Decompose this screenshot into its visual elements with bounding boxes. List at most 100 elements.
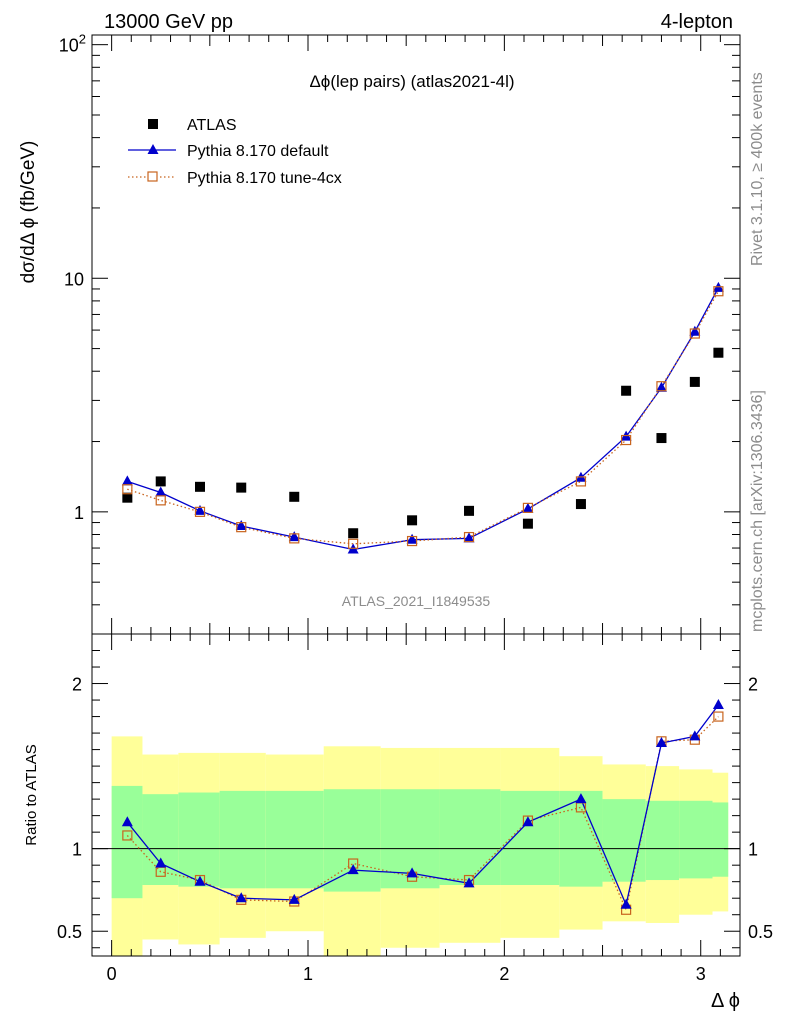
legend-label-atlas: ATLAS	[187, 117, 237, 134]
main-point-default	[235, 519, 247, 530]
ratio-series	[121, 699, 724, 915]
ratio-ytick-label-right: 0.5	[748, 922, 773, 942]
ratio-band-green	[219, 790, 266, 889]
ratio-ytick-label-right: 2	[748, 675, 758, 695]
ratio-point-default	[235, 892, 247, 903]
ratio-point-tune	[122, 830, 133, 841]
ratio-band-green	[265, 790, 324, 889]
ratio-xtick-label: 1	[303, 964, 313, 984]
ratio-point-default	[689, 730, 701, 741]
ratio-point-default	[712, 699, 724, 710]
ratio-point-default	[288, 893, 300, 904]
main-point-atlas	[348, 528, 359, 539]
ratio-frame	[91, 633, 741, 957]
main-series-line-1	[127, 287, 719, 551]
main-point-tune	[463, 531, 475, 543]
ratio-band-green	[602, 799, 646, 882]
ratio-xlabel: Δ ϕ	[711, 990, 740, 1012]
main-title: Δϕ(lep pairs) (atlas2021-4l)	[309, 72, 514, 91]
ratio-point-default	[522, 816, 534, 827]
main-point-tune	[522, 502, 534, 513]
main-ytick-label: 102	[59, 32, 86, 56]
ratio-ytick-label: 0.5	[57, 922, 82, 942]
ratio-xtick-label: 0	[107, 964, 117, 984]
main-point-tune	[155, 495, 166, 506]
ratio-bands	[111, 736, 729, 956]
main-point-atlas	[236, 482, 247, 493]
ratio-point-default	[194, 875, 206, 886]
ratio-xtick-label: 3	[696, 964, 706, 984]
main-point-default	[522, 502, 534, 513]
main-point-default	[155, 486, 167, 497]
rivet-version-label: Rivet 3.1.10, ≥ 400k events	[749, 72, 766, 266]
ratio-xtick-label: 2	[499, 964, 509, 984]
main-point-atlas	[713, 347, 724, 358]
ratio-point-default	[406, 867, 418, 878]
ratio-ytick-label-right: 1	[748, 840, 758, 860]
main-panel: 1 10 102 Δϕ(lep pairs) (atlas2021-4l) ATLA…	[18, 32, 741, 635]
ratio-band-green	[500, 790, 560, 885]
ratio-point-default	[155, 857, 167, 868]
main-point-default	[463, 532, 475, 543]
main-point-atlas	[656, 433, 667, 444]
main-point-atlas	[575, 499, 586, 510]
main-point-tune	[289, 533, 300, 544]
ratio-axis-ticks: 0.5 0.5 1 1 2 2 0 1 2 3	[57, 634, 773, 984]
legend-label-tune: Pythia 8.170 tune-4cx	[187, 170, 342, 187]
header-left: 13000 GeV pp	[104, 11, 233, 33]
main-point-atlas	[407, 515, 418, 526]
ratio-band-green	[679, 800, 713, 879]
main-series-line-2	[127, 290, 719, 545]
main-axis-ticks: 1 10 102	[59, 32, 740, 635]
main-ytick-label: 1	[74, 503, 84, 523]
main-point-tune	[621, 434, 632, 446]
legend: ATLAS Pythia 8.170 default Pythia 8.170 …	[128, 117, 342, 187]
ratio-panel: 0.5 0.5 1 1 2 2 0 1 2 3 Ratio to ATLAS Δ ϕ	[23, 633, 773, 1012]
ratio-point-default	[655, 736, 667, 747]
ratio-point-default	[463, 877, 475, 888]
ratio-ytick-label: 2	[72, 675, 82, 695]
ratio-ylabel: Ratio to ATLAS	[23, 744, 40, 845]
ratio-point-default	[347, 864, 359, 875]
main-point-atlas	[195, 481, 205, 492]
main-point-atlas	[464, 505, 475, 516]
main-point-atlas	[122, 492, 133, 503]
main-ylabel: dσ/dΔ ϕ (fb/GeV)	[18, 141, 39, 284]
ratio-point-default	[575, 793, 587, 804]
ratio-band-green	[439, 789, 501, 885]
main-point-tune	[575, 476, 587, 487]
main-point-tune	[713, 286, 724, 297]
ratio-band-green	[111, 785, 143, 899]
legend-marker-atlas	[148, 119, 158, 129]
ratio-band-green	[712, 802, 729, 877]
main-point-tune	[236, 522, 247, 533]
main-point-tune	[406, 535, 418, 547]
main-point-default	[689, 325, 701, 336]
legend-marker-tune	[147, 171, 158, 182]
main-point-default	[655, 381, 667, 392]
ratio-point-default	[620, 898, 632, 909]
mcplots-label: mcplots.cern.ch [arXiv:1306.3436]	[749, 390, 766, 632]
ratio-band-green	[323, 789, 381, 892]
main-point-tune	[122, 484, 133, 495]
main-ytick-label: 10	[64, 269, 84, 289]
main-point-default	[194, 504, 206, 515]
legend-label-default: Pythia 8.170 default	[187, 143, 329, 160]
ratio-band-green	[178, 792, 220, 887]
legend-entry-atlas: ATLAS	[148, 117, 237, 134]
ratio-point-tune	[713, 711, 724, 722]
ratio-point-default	[121, 816, 133, 827]
legend-entry-default: Pythia 8.170 default	[128, 143, 329, 160]
main-point-tune	[194, 506, 206, 517]
main-point-default	[406, 533, 418, 544]
ratio-band-green	[142, 794, 179, 885]
main-point-atlas	[155, 476, 166, 487]
ratio-series-line-0	[126, 704, 719, 907]
legend-marker-default	[147, 144, 159, 154]
ratio-ytick-label: 1	[72, 840, 82, 860]
main-point-atlas	[621, 385, 632, 396]
main-point-atlas	[689, 376, 700, 387]
header-right: 4-lepton	[661, 11, 733, 33]
main-point-default	[288, 531, 300, 542]
